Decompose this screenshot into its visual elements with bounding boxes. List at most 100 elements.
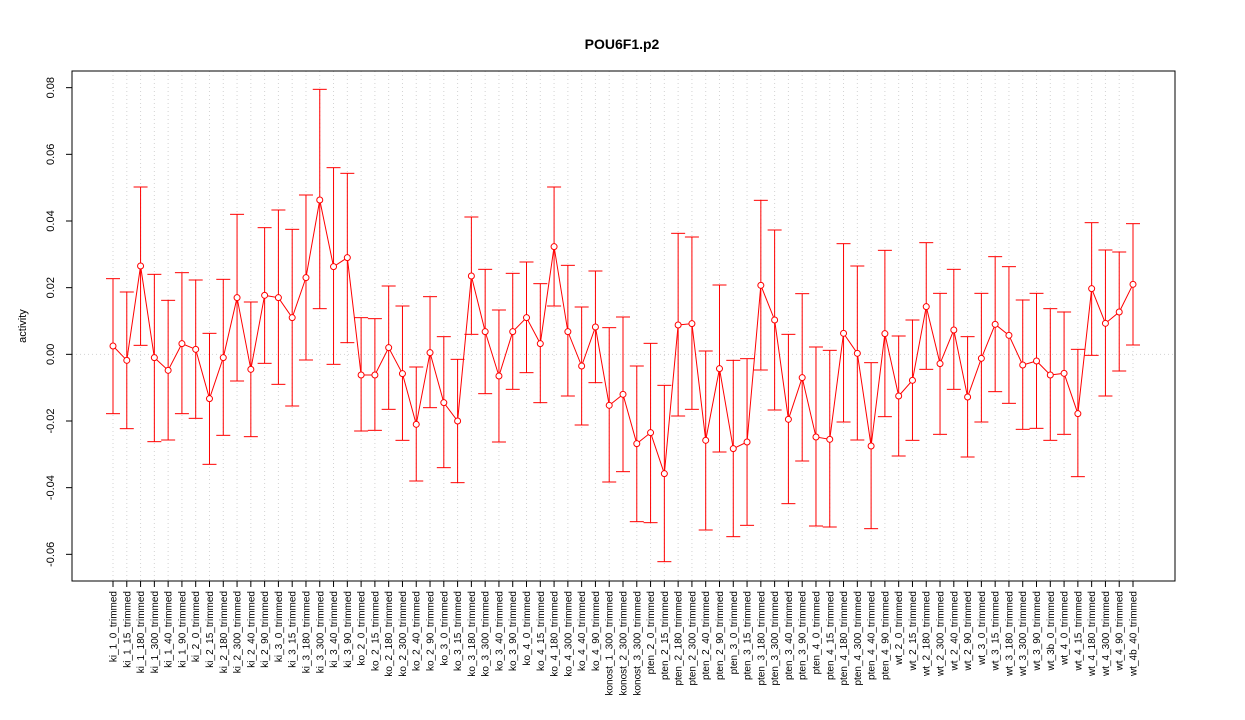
x-tick-label: ki_1_180_trimmed [136,591,147,673]
data-point [398,370,406,378]
x-tick-label: wt_4_180_trimmed [1087,591,1098,677]
x-tick-label: ki_3_300_trimmed [315,591,326,673]
data-point [495,372,503,380]
data-point [357,371,365,379]
data-point [550,243,558,251]
x-tick-label: wt_4_90_trimmed [1115,591,1126,671]
data-point [1005,331,1013,339]
x-tick-label: wt_3_300_trimmed [1018,591,1029,677]
x-tick-label: pten_4_90_trimmed [880,591,891,680]
x-tick-label: pten_2_0_trimmed [646,591,657,674]
x-tick-label: pten_4_15_trimmed [825,591,836,680]
data-point [274,294,282,302]
y-axis-label: activity [17,309,29,343]
x-tick-label: ko_2_15_trimmed [370,591,381,671]
data-point [109,342,117,350]
data-point [895,392,903,400]
data-point [233,294,241,302]
x-tick-label: wt_3b_0_trimmed [1046,591,1057,671]
x-tick-label: pten_2_300_trimmed [687,591,698,686]
x-tick-label: ki_2_90_trimmed [260,591,271,668]
x-tick-label: ki_2_0_trimmed [191,591,202,662]
x-tick-label: pten_3_15_trimmed [743,591,754,680]
data-point [757,281,765,289]
x-tick-label: wt_2_0_trimmed [894,591,905,666]
y-tick-label: 0.08 [45,77,57,98]
x-tick-label: pten_4_40_trimmed [867,591,878,680]
data-point [288,314,296,322]
data-point [1060,369,1068,377]
x-tick-label: ki_2_40_trimmed [246,591,257,668]
data-point [150,354,158,362]
x-tick-label: ki_2_15_trimmed [205,591,216,668]
y-tick-label: -0.06 [45,542,57,567]
x-tick-label: ki_3_15_trimmed [288,591,299,668]
x-tick-label: ko_3_0_trimmed [439,591,450,665]
x-tick-label: ko_2_40_trimmed [412,591,423,671]
data-point [771,316,779,324]
data-point [908,376,916,384]
x-tick-label: pten_2_15_trimmed [660,591,671,680]
data-point [881,330,889,338]
data-point [964,393,972,401]
x-tick-label: ki_3_90_trimmed [343,591,354,668]
data-point [867,442,875,450]
data-point [1046,371,1054,379]
data-point [343,254,351,262]
data-point [454,417,462,425]
data-point [591,323,599,331]
data-point [853,349,861,357]
x-tick-label: ki_2_180_trimmed [219,591,230,673]
x-tick-label: ki_1_40_trimmed [164,591,175,668]
data-point [371,371,379,379]
data-point [564,328,572,336]
data-point [1033,357,1041,365]
x-tick-label: ko_4_180_trimmed [550,591,561,677]
data-point [605,401,613,409]
x-tick-label: ko_2_180_trimmed [384,591,395,677]
x-tick-label: pten_3_40_trimmed [784,591,795,680]
chart-title: POU6F1.p2 [585,36,660,52]
data-point [729,445,737,453]
x-tick-label: ki_1_90_trimmed [177,591,188,668]
data-point [467,272,475,280]
data-point [647,429,655,437]
data-point [688,320,696,328]
data-point [261,291,269,299]
x-tick-label: wt_4_0_trimmed [1060,591,1071,666]
data-point [1019,361,1027,369]
data-point [316,196,324,204]
x-tick-label: pten_3_90_trimmed [798,591,809,680]
x-tick-label: ko_3_90_trimmed [508,591,519,671]
data-point [1129,280,1137,288]
data-point [950,326,958,334]
x-tick-label: wt_2_40_trimmed [949,591,960,671]
x-tick-label: wt_2_300_trimmed [936,591,947,677]
x-tick-label: wt_3_0_trimmed [977,591,988,666]
x-tick-label: wt_4_300_trimmed [1101,591,1112,677]
data-point [784,415,792,423]
y-tick-label: 0.06 [45,144,57,165]
x-tick-label: ki_1_0_trimmed [109,591,120,662]
data-point [330,263,338,271]
x-tick-label: ki_1_300_trimmed [150,591,161,673]
x-tick-label: pten_2_40_trimmed [701,591,712,680]
data-point [619,390,627,398]
data-point [178,340,186,348]
data-point [440,399,448,407]
data-point [702,436,710,444]
data-point [219,354,227,362]
data-point [812,433,820,441]
x-axis: ki_1_0_trimmed ki_1_15_trimmed ki_1_180_tr… [109,580,1140,696]
x-tick-label: konost_1_300_trimmed [605,591,616,696]
data-point [247,365,255,373]
x-tick-label: wt_2_180_trimmed [922,591,933,677]
data-point [205,395,213,403]
data-point [536,340,544,348]
x-tick-label: wt_3_15_trimmed [991,591,1002,671]
plot-border [71,70,1176,582]
x-tick-label: ko_4_300_trimmed [563,591,574,677]
x-tick-label: wt_4_15_trimmed [1073,591,1084,671]
x-tick-label: ko_3_40_trimmed [494,591,505,671]
